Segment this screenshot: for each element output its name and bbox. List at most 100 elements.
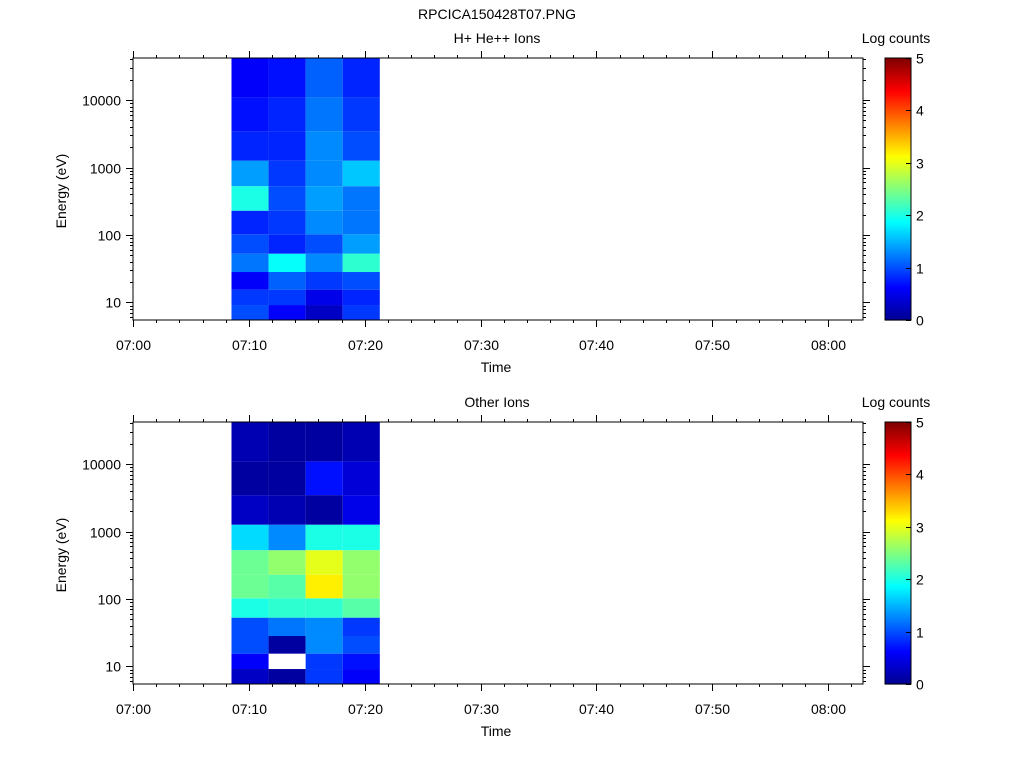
colorbar-segment [885,546,911,550]
x-tick-label: 07:50 [695,701,730,717]
heatmap-cell [305,210,343,235]
colorbar-segment [885,557,911,561]
colorbar-segment [885,428,911,432]
colorbar-segment [885,587,911,591]
figure-title: RPCICA150428T07.PNG [418,6,576,22]
colorbar-segment [885,217,911,221]
colorbar-segment [885,116,911,120]
colorbar-segment [885,446,911,449]
y-tick-label: 100 [98,592,122,608]
colorbar-segment [885,108,911,111]
colorbar-segment [885,553,911,556]
heatmap-cell [268,495,306,525]
colorbar-segment [885,662,911,665]
colorbar-segment [885,232,911,236]
colorbar-segment [885,614,911,617]
colorbar-segment [885,243,911,247]
colorbar-segment [885,675,911,679]
heatmap-cell [342,495,380,525]
x-tick-label: 07:40 [579,701,614,717]
colorbar-segment [885,178,911,181]
colorbar-segment [885,210,911,214]
x-tick-label: 07:10 [232,701,267,717]
colorbar-segment [885,151,911,155]
heatmap-cell [305,160,343,187]
heatmap-cell [342,598,380,618]
colorbar-segment [885,592,911,596]
colorbar-segment [885,315,911,319]
colorbar-segment [885,103,911,107]
colorbar-segment [885,230,911,234]
colorbar-segment [885,213,911,216]
heatmap-cell [231,272,269,290]
heatmap-cell [231,58,269,98]
heatmap-cell [231,574,269,599]
colorbar-tick-label: 2 [916,572,924,588]
colorbar-segment [885,169,911,173]
colorbar-segment [885,278,911,282]
heatmap-cell [305,574,343,599]
heatmap-cell [268,422,306,462]
colorbar-segment [885,304,911,308]
colorbar-segment [885,498,911,502]
colorbar-segment [885,572,911,576]
y-tick-label: 100 [98,228,122,244]
colorbar-segment [885,452,911,456]
colorbar-tick-label: 0 [916,677,924,693]
colorbar-segment [885,476,911,480]
colorbar-segment [885,123,911,127]
colorbar-segment [885,485,911,489]
colorbar-segment [885,300,911,304]
colorbar-label: Log counts [862,30,931,46]
colorbar-segment [885,568,911,572]
y-tick-label: 10000 [82,457,121,473]
colorbar-segment [885,456,911,460]
heatmap-cell [268,253,306,273]
heatmap-cell [268,272,306,290]
colorbar-segment [885,173,911,177]
colorbar-segment [885,489,911,493]
heatmap-cell [342,210,380,235]
colorbar-segment [885,528,911,532]
colorbar-segment [885,533,911,537]
colorbar-segment [885,191,911,194]
colorbar-segment [885,640,911,644]
colorbar-segment [885,474,911,478]
colorbar-segment [885,182,911,186]
colorbar-segment [885,309,911,312]
colorbar-segment [885,454,911,458]
y-axis-label: Energy (eV) [53,518,69,593]
colorbar-segment [885,622,911,626]
colorbar-tick-label: 1 [916,261,924,277]
colorbar-segment [885,66,911,70]
heatmap-cell [231,234,269,254]
heatmap-cell [268,58,306,98]
colorbar-segment [885,500,911,504]
colorbar-segment [885,254,911,258]
colorbar-segment [885,302,911,306]
colorbar-segment [885,92,911,96]
colorbar-segment [885,520,911,524]
colorbar-segment [885,507,911,510]
heatmap-cell [305,289,343,306]
heatmap-cell [305,598,343,618]
colorbar-segment [885,162,911,166]
heatmap-cell [305,461,343,496]
heatmap-cell [305,305,343,320]
heatmap-cell [268,669,306,684]
colorbar-segment [885,247,911,251]
colorbar-segment [885,171,911,175]
colorbar-segment [885,258,911,262]
colorbar-segment [885,167,911,170]
heatmap-cell [231,131,269,161]
heatmap-cell [231,461,269,496]
colorbar-segment [885,313,911,317]
colorbar-segment [885,513,911,517]
heatmap-cell [342,574,380,599]
heatmap-cell [305,550,343,575]
colorbar-segment [885,616,911,620]
heatmap-cell [268,617,306,637]
colorbar-segment [885,215,911,218]
colorbar-segment [885,627,911,631]
colorbar-segment [885,289,911,293]
